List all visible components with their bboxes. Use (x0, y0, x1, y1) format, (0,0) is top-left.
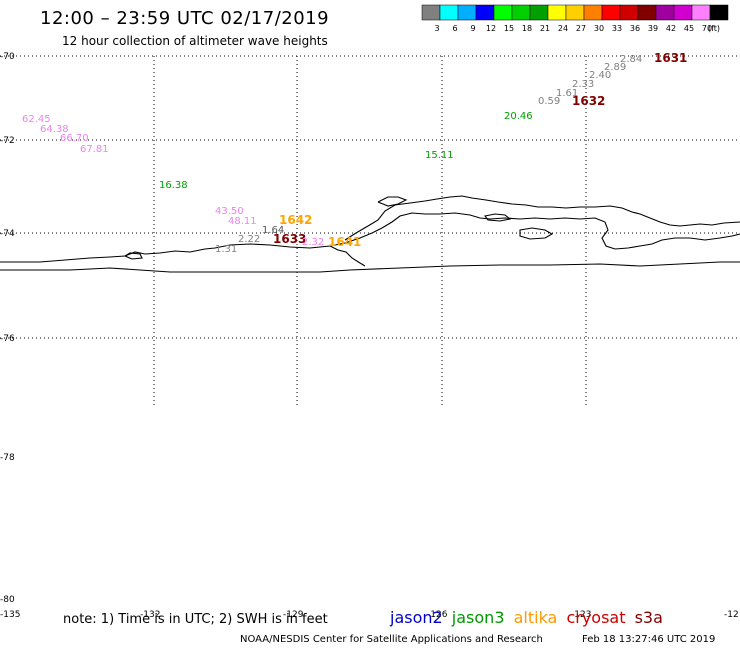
legend-label: 24 (558, 24, 568, 33)
coast-upper (0, 212, 740, 263)
footer-timestamp: Feb 18 13:27:46 UTC 2019 (582, 634, 716, 645)
swh-label: 43.50 (215, 206, 244, 217)
satellite-cryosat: cryosat (566, 608, 626, 627)
lat-label: -78 (0, 453, 15, 463)
legend-swatch (547, 4, 567, 21)
legend-swatch (601, 4, 621, 21)
satellite-jason3: jason3 (451, 608, 505, 627)
swh-label: 1632 (572, 94, 605, 108)
legend-swatch (493, 4, 513, 21)
legend-label: 70 (702, 24, 712, 33)
swh-label: 2.33 (572, 79, 594, 90)
coast-inlet (484, 213, 512, 222)
ice-shelf-edge (0, 261, 740, 273)
legend-label: 3 (434, 24, 439, 33)
lon-label: -123 (571, 610, 591, 620)
swh-label: 16.38 (159, 180, 188, 191)
swh-label: 1633 (273, 232, 306, 246)
lat-label: -80 (0, 595, 15, 605)
legend-label: (ft) (708, 24, 720, 33)
lat-labels: -70 -72 -74 -76 -78 -80 (0, 52, 15, 605)
legend-label: 36 (630, 24, 640, 33)
swh-label: 15.11 (425, 150, 454, 161)
legend-swatches (421, 4, 729, 21)
legend-label: 15 (504, 24, 514, 33)
swh-label: 62.45 (22, 114, 51, 125)
coast-connector (329, 245, 366, 267)
legend-label: 27 (576, 24, 586, 33)
swh-label: 48.11 (228, 216, 257, 227)
swh-label: 1.31 (215, 244, 237, 255)
swh-label: 20.46 (504, 111, 533, 122)
swh-label: 0.59 (538, 96, 560, 107)
lat-lon-grid (0, 55, 740, 406)
legend-swatch (655, 4, 675, 21)
wave-height-labels: 62.45 64.38 66.70 67.81 16.38 43.50 48.1… (22, 51, 687, 255)
coast-island (344, 195, 740, 241)
legend-swatch (421, 4, 441, 21)
legend-label: 18 (522, 24, 532, 33)
legend-label: 6 (452, 24, 457, 33)
satellite-s3a: s3a (634, 608, 663, 627)
legend-label: 33 (612, 24, 622, 33)
coast-peninsula (377, 196, 408, 207)
legend-label: 42 (666, 24, 676, 33)
legend-swatch (637, 4, 657, 21)
satellite-legend: jason2 jason3 altika cryosat s3a (390, 608, 667, 627)
swh-label: 2.32 (302, 237, 324, 248)
page-title: 12:00 – 23:59 UTC 02/17/2019 (40, 8, 330, 29)
swh-label: 1642 (279, 213, 312, 227)
legend-swatch (565, 4, 585, 21)
page-subtitle: 12 hour collection of altimeter wave hei… (62, 34, 328, 48)
lon-labels: -135 -132 -129 -126 -123 -12 (0, 610, 739, 620)
footer-credit: NOAA/NESDIS Center for Satellite Applica… (240, 634, 543, 645)
legend-swatch (709, 4, 729, 21)
legend-label: 12 (486, 24, 496, 33)
legend-label: 30 (594, 24, 604, 33)
color-scale-legend: 3 6 9 12 15 18 21 24 27 30 33 36 39 42 45 70(ft) (421, 4, 729, 33)
coast-bay (519, 227, 554, 240)
legend-label: 21 (540, 24, 550, 33)
satellite-jason2: jason2 (390, 608, 443, 627)
lon-label: -12 (724, 610, 739, 620)
satellite-altika: altika (513, 608, 558, 627)
lon-label: -135 (0, 610, 20, 620)
legend-swatch (691, 4, 711, 21)
legend-swatch (529, 4, 549, 21)
lat-label: -70 (0, 52, 15, 62)
lon-label: -126 (427, 610, 448, 620)
swh-label: 64.38 (40, 124, 69, 135)
swh-label: 1631 (654, 51, 687, 65)
legend-label: 39 (648, 24, 658, 33)
legend-labels: 3 6 9 12 15 18 21 24 27 30 33 36 39 42 45 70(ft) (434, 24, 720, 33)
coast-small-island (123, 252, 143, 260)
legend-swatch (457, 4, 477, 21)
legend-swatch (673, 4, 693, 21)
swh-label: 2.22 (238, 234, 260, 245)
legend-label: 9 (470, 24, 475, 33)
lon-label: -129 (283, 610, 304, 620)
swh-label: 2.84 (620, 54, 642, 65)
swh-label: 2.40 (589, 70, 611, 81)
legend-swatch (583, 4, 603, 21)
legend-swatch (475, 4, 495, 21)
legend-swatch (439, 4, 459, 21)
legend-swatch (619, 4, 639, 21)
lon-label: -132 (140, 610, 160, 620)
legend-swatch (511, 4, 531, 21)
swh-label: 67.81 (80, 144, 109, 155)
swh-label: 2.89 (604, 62, 626, 73)
coastline (0, 195, 740, 273)
lat-label: -72 (0, 136, 15, 146)
legend-label: 45 (684, 24, 694, 33)
lat-label: -76 (0, 334, 15, 344)
swh-label: 1.64 (262, 225, 284, 236)
swh-label: 66.70 (60, 133, 89, 144)
swh-label: 1.61 (556, 88, 578, 99)
swh-label: 1641 (328, 235, 361, 249)
footer-note: note: 1) Time is in UTC; 2) SWH is in fe… (63, 612, 328, 627)
lat-label: -74 (0, 229, 15, 239)
